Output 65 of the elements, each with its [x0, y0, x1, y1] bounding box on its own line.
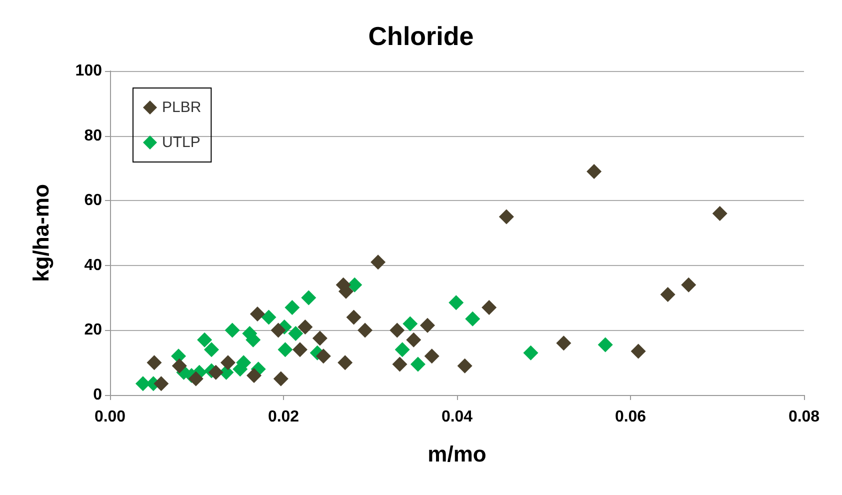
point [270, 322, 286, 338]
point [224, 322, 240, 338]
point [556, 336, 572, 351]
point [220, 355, 236, 370]
point [523, 345, 538, 360]
point [346, 310, 362, 325]
point [630, 344, 646, 359]
point [424, 348, 440, 364]
x-tick-label: 0.00 [94, 408, 126, 426]
point [338, 355, 353, 370]
point [154, 376, 169, 392]
point [208, 364, 224, 380]
point [394, 342, 410, 358]
point [370, 254, 386, 270]
point [660, 287, 676, 302]
x-tick-label: 0.02 [268, 408, 300, 426]
point [457, 358, 472, 374]
point [312, 330, 328, 346]
y-tick-label: 100 [75, 62, 102, 80]
point [347, 277, 362, 292]
point [278, 342, 293, 358]
y-axis-title: kg/ha-mo [28, 184, 54, 282]
point [482, 300, 497, 316]
point [681, 277, 696, 292]
point [498, 209, 514, 224]
x-tick-label: 0.08 [788, 408, 820, 426]
point [420, 318, 436, 333]
y-tick-label: 40 [84, 256, 102, 274]
x-tick-label: 0.04 [441, 408, 473, 426]
point [197, 332, 212, 348]
point [598, 337, 613, 352]
legend-label: UTLP [162, 134, 200, 151]
legend-label: PLBR [162, 99, 202, 116]
point [273, 371, 288, 386]
point [586, 164, 602, 179]
point [172, 358, 187, 374]
point [390, 322, 405, 338]
y-tick-label: 60 [84, 192, 102, 210]
point [250, 306, 265, 322]
point [410, 356, 426, 372]
y-tick-label: 20 [84, 322, 102, 339]
point [448, 295, 464, 310]
point [246, 368, 262, 384]
y-tick-label: 80 [84, 127, 102, 144]
point [292, 342, 308, 358]
point [358, 322, 373, 338]
y-tick-label: 0 [93, 386, 102, 404]
point [465, 311, 480, 326]
chart-title: Chloride [368, 21, 474, 51]
point [284, 300, 300, 316]
point [288, 326, 304, 341]
point [261, 310, 276, 325]
point [712, 206, 728, 222]
point [204, 342, 219, 358]
point [392, 356, 408, 372]
point [298, 319, 313, 334]
x-tick-label: 0.06 [614, 408, 646, 426]
point [406, 332, 422, 348]
x-axis-title: m/mo [428, 442, 486, 466]
point [301, 290, 316, 306]
point [188, 371, 204, 386]
point [146, 355, 162, 370]
point [316, 348, 331, 364]
point [402, 316, 418, 332]
point [135, 376, 150, 392]
